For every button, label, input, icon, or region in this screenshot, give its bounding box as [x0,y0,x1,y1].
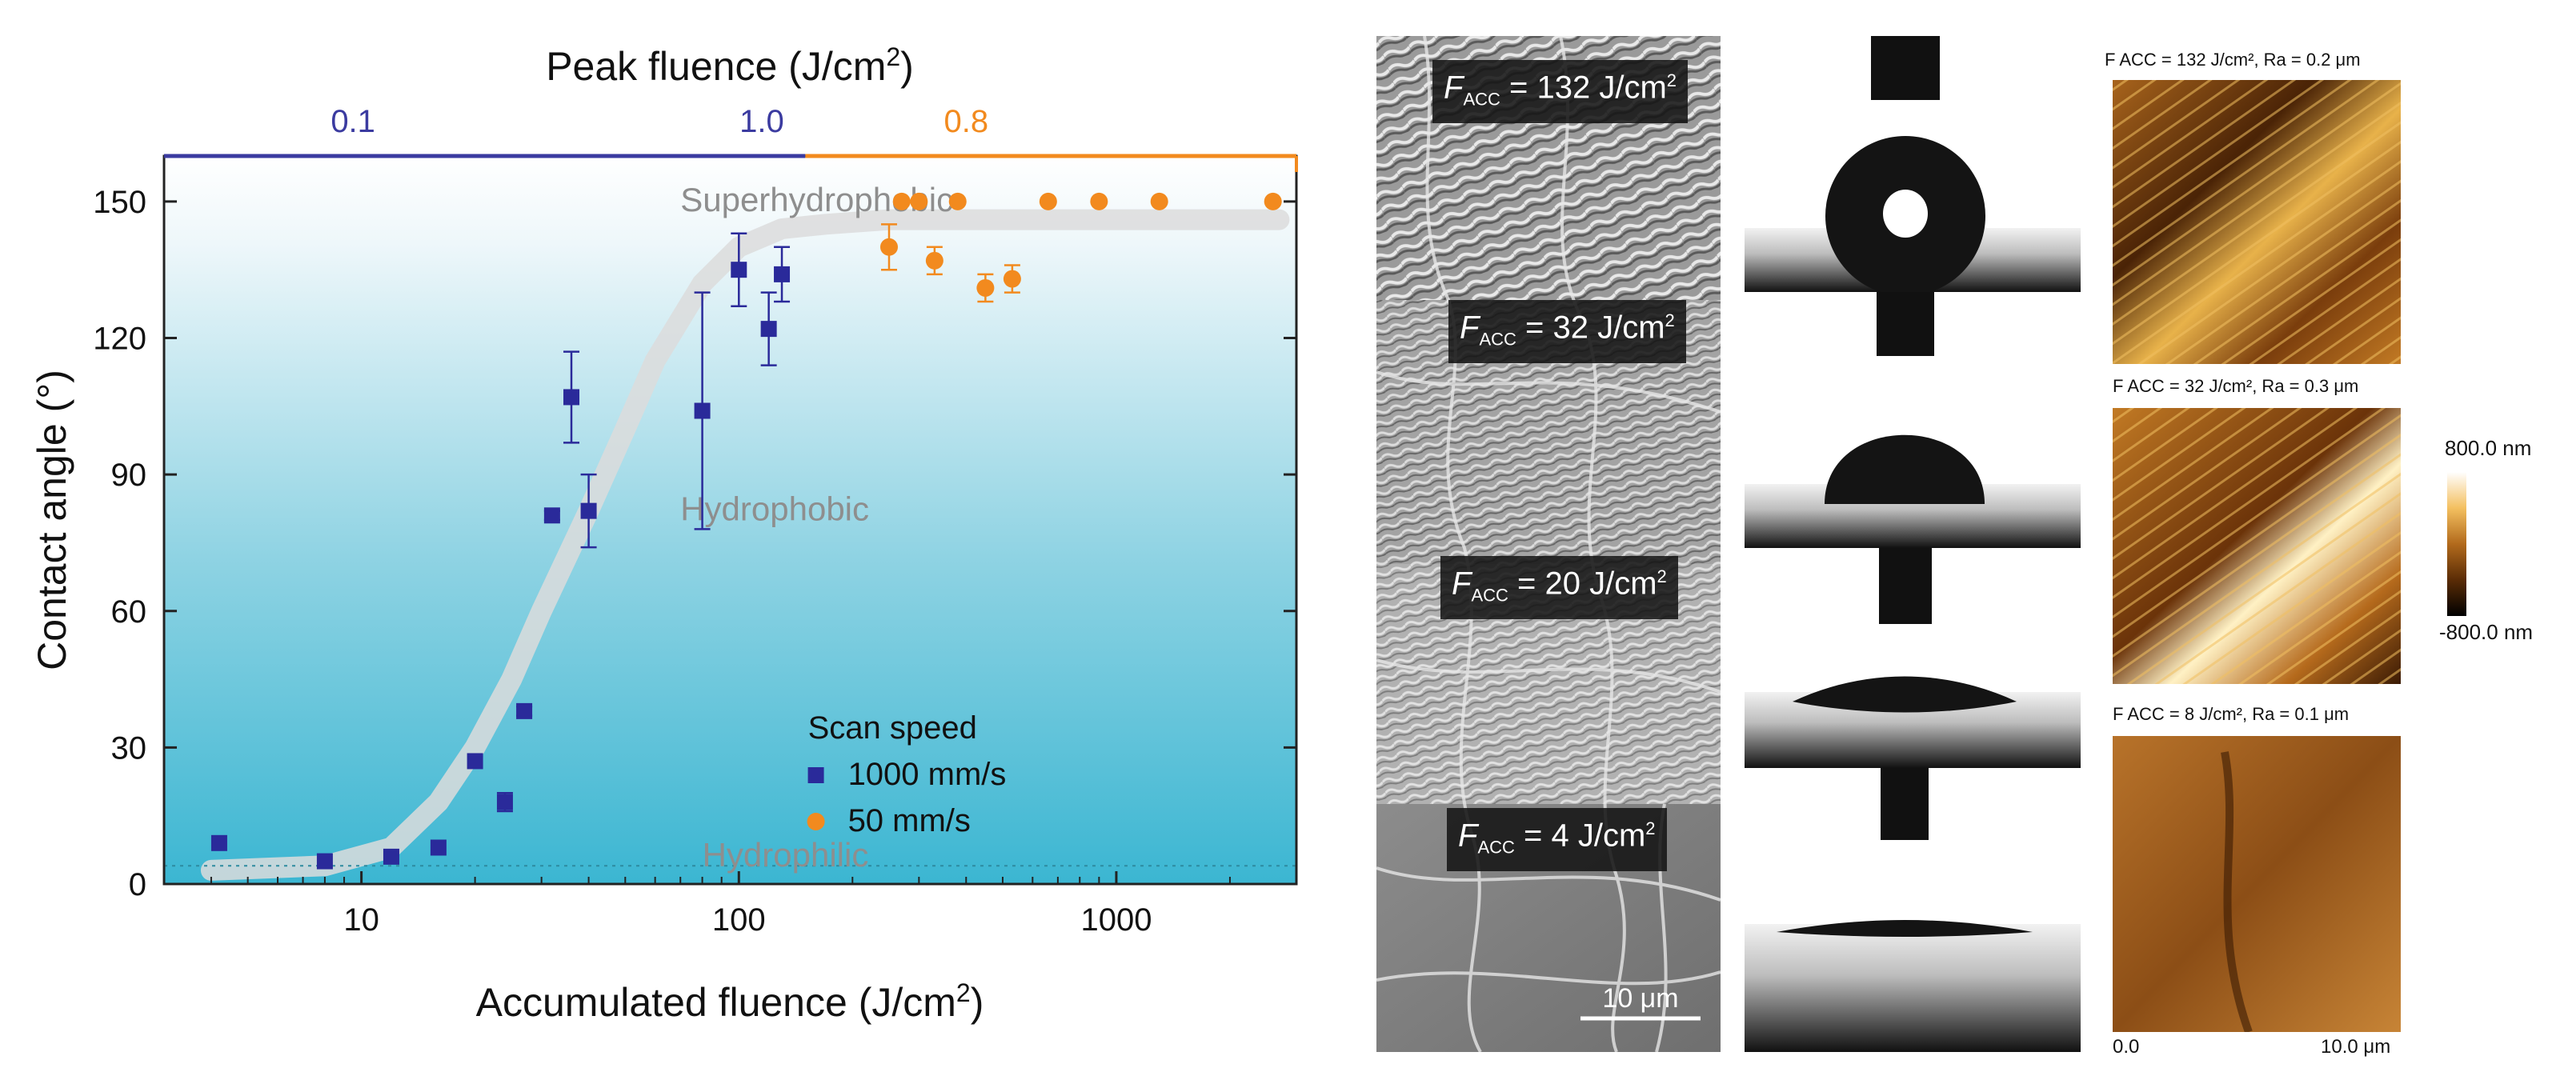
sem-label-sub: ACC [1471,585,1508,606]
afm-caption-132: F ACC = 132 J/cm², Ra = 0.2 μm [2105,50,2361,70]
data-point-square [467,753,483,770]
data-point-square [563,389,580,406]
sem-image-strip: 10 μm [1376,36,1721,1052]
data-point-square [694,402,711,419]
data-point-circle [1039,192,1057,210]
droplet-32 [1745,434,2081,624]
x-axis-label-end: ) [971,980,984,1025]
sem-label-sub: ACC [1477,837,1515,858]
data-point-circle [976,278,995,297]
sem-label-32: FACC = 32 J/cm2 [1448,300,1686,364]
x-axis-label-main: Accumulated fluence (J/cm [476,980,956,1025]
sem-label-4: FACC = 4 J/cm2 [1447,808,1667,872]
sem-label-132: FACC = 132 J/cm2 [1432,60,1689,124]
sem-label-sup: 2 [1666,70,1677,90]
data-point-square [516,702,533,719]
sem-label-text: = 32 J/cm [1516,310,1665,346]
y-tick-label: 60 [111,594,147,630]
y-tick-label: 150 [93,185,146,220]
y-tick-label: 0 [129,867,146,902]
sem-label-prefix: F [1458,818,1478,854]
data-point-square [496,794,513,810]
x-tick-label: 1000 [1080,902,1152,938]
legend-label: 1000 mm/s [848,757,1007,792]
data-point-square [543,507,560,524]
data-point-circle [879,238,898,256]
sem-label-prefix: F [1452,566,1472,602]
top-axis-title-sup: 2 [886,42,900,71]
sem-label-prefix: F [1444,70,1464,106]
sem-label-sup: 2 [1665,310,1675,330]
sem-label-text: = 4 J/cm [1514,818,1646,854]
trend-curve [200,209,1290,881]
data-point-circle [925,251,943,270]
sem-label-sup: 2 [1657,566,1667,586]
droplet-strip [1745,36,2081,1052]
droplet-4 [1745,920,2081,1052]
top-axis-title: Peak fluence (J/cm2) [546,42,914,89]
data-point-square [580,502,597,519]
sem-label-sup: 2 [1645,818,1656,838]
legend-marker-circle [807,813,825,830]
legend-label: 50 mm/s [848,803,971,838]
top-tick-label: 1.0 [739,104,784,139]
data-point-square [316,853,333,870]
afm-axis-start: 0.0 [2113,1036,2140,1058]
colorbar-min-label: -800.0 nm [2439,620,2534,644]
scale-bar-label: 10 μm [1602,983,1678,1014]
data-point-square [210,834,227,851]
sem-label-sub: ACC [1479,329,1516,350]
data-point-square [760,321,777,338]
data-point-circle [1264,192,1282,210]
data-layer [210,192,1282,870]
data-point-circle [1003,270,1021,288]
legend-layer: Scan speed 1000 mm/s 50 mm/s [807,710,1007,838]
droplet-132 [1745,36,2081,356]
colorbar [2447,472,2466,616]
y-tick-label: 30 [111,730,147,766]
axis-layer: 10 100 1000 0 30 60 90 120 150 0.1 1.0 0.8 [93,104,1298,938]
top-tick-label: 0.8 [943,104,988,139]
afm-caption-8: F ACC = 8 J/cm², Ra = 0.1 μm [2113,704,2350,724]
x-axis-label-sup: 2 [956,978,971,1007]
region-label: Hydrophilic [703,836,869,874]
legend-title: Scan speed [808,710,977,746]
data-point-circle [1150,192,1168,210]
sem-label-sub: ACC [1463,89,1500,110]
y-tick-label: 90 [111,458,147,493]
afm-caption-32: F ACC = 32 J/cm², Ra = 0.3 μm [2113,376,2359,396]
sem-label-text: = 132 J/cm [1500,70,1667,106]
droplet-20 [1745,676,2081,840]
sem-label-text: = 20 J/cm [1508,566,1657,602]
data-point-circle [948,192,967,210]
sem-label-20: FACC = 20 J/cm2 [1440,556,1678,620]
plot-background [164,156,1296,884]
data-point-square [383,848,399,865]
data-point-square [774,266,791,282]
data-point-circle [910,192,928,210]
x-axis-label: Accumulated fluence (J/cm2) [476,978,984,1025]
trend-layer [164,209,1296,881]
data-point-circle [892,192,911,210]
legend-marker-square [807,767,824,783]
afm-axis-end: 10.0 μm [2321,1036,2391,1058]
data-point-square [731,262,747,278]
afm-image-8 [2113,736,2401,1032]
afm-image-strip [2113,80,2401,1032]
y-axis-label: Contact angle (°) [30,370,74,670]
colorbar-max-label: 800.0 nm [2445,436,2532,460]
top-tick-label: 0.1 [331,104,375,139]
data-point-circle [1090,192,1108,210]
data-point-square [430,839,447,856]
region-label: Hydrophobic [680,490,869,528]
x-tick-label: 100 [712,902,766,938]
y-tick-label: 120 [93,322,146,357]
x-tick-label: 10 [343,902,379,938]
top-axis-title-main: Peak fluence (J/cm [546,44,886,89]
sem-label-prefix: F [1460,310,1480,346]
top-axis-title-end: ) [900,44,914,89]
